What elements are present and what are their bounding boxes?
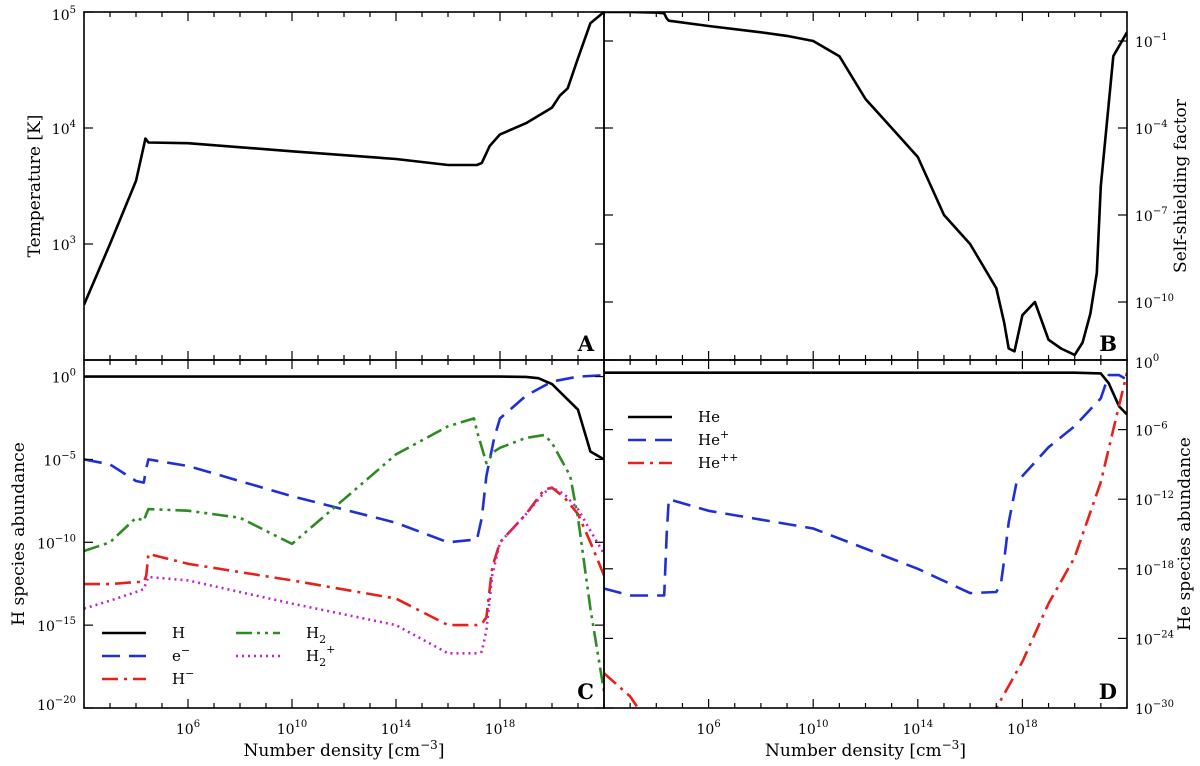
y-tick-label: 10−15: [37, 616, 76, 635]
y-tick-label: 10−12: [1135, 490, 1174, 509]
legend-label: H2+: [306, 643, 335, 669]
y-tick-label: 10−4: [1135, 119, 1168, 138]
y-axis-title: H species abundance: [9, 442, 29, 626]
panel-label: A: [577, 331, 595, 356]
legend-label: e−: [172, 644, 190, 665]
series-line-a: [84, 12, 604, 306]
panel-d: 106 1010 1014 1018 10−30 10−24 10−18 10−12 10−6 1…: [603, 353, 1195, 761]
x-tick-label: 1010: [277, 719, 308, 738]
x-tick-label: 1010: [798, 719, 829, 738]
plot-frame: [603, 11, 1128, 361]
series-line-he-: [604, 372, 1127, 708]
y-tick-label: 10−30: [1135, 699, 1174, 718]
panel-label: D: [1099, 679, 1117, 704]
legend-label: He++: [698, 451, 738, 472]
legend: He He+He++: [628, 408, 738, 472]
plot-frame: [603, 359, 1128, 709]
series-group: [604, 371, 1127, 708]
y-tick-label: 103: [52, 235, 76, 254]
x-tick-label: 1018: [485, 719, 516, 738]
y-tick-label: 100: [52, 368, 76, 387]
panel-label: C: [577, 679, 594, 704]
y-tick-label: 10−10: [1135, 293, 1174, 312]
y-axis-title: Temperature [K]: [25, 115, 45, 258]
y-tick-label: 10−10: [37, 533, 76, 552]
y-tick-label: 10−24: [1135, 629, 1174, 648]
series-line-e-: [84, 374, 604, 544]
series-group: [84, 12, 604, 306]
legend-label: H−: [172, 667, 194, 688]
y-tick-label: 10−20: [37, 695, 76, 714]
y-axis-title: He species abundance: [1175, 437, 1195, 631]
x-tick-label: 106: [696, 719, 720, 738]
series-line-h2-: [84, 486, 604, 655]
x-axis-title: Number density [cm−3]: [244, 738, 445, 761]
series-line-h: [84, 375, 604, 461]
x-tick-label: 1018: [1007, 719, 1038, 738]
series-group: [604, 12, 1127, 357]
legend-label: He+: [698, 428, 729, 449]
plot-frame: [83, 11, 605, 361]
series-line-he-: [604, 373, 1127, 597]
legend-label: H: [172, 624, 185, 642]
series-group: [84, 374, 604, 692]
y-tick-label: 10−5: [43, 450, 76, 469]
series-line-h-: [84, 486, 604, 627]
y-tick-label: 100: [1135, 353, 1159, 372]
legend-label: H2: [306, 624, 326, 646]
panel-a: 103 104 105 Temperature [K] A: [25, 5, 605, 361]
x-tick-label: 106: [176, 719, 200, 738]
series-line-h2: [84, 417, 604, 692]
series-line-b: [604, 12, 1127, 357]
y-tick-label: 10−18: [1135, 560, 1174, 579]
x-axis-title: Number density [cm−3]: [765, 738, 966, 761]
series-line-he: [604, 371, 1127, 416]
x-tick-label: 1014: [381, 719, 412, 738]
y-tick-label: 10−7: [1135, 206, 1168, 225]
y-tick-label: 10−6: [1135, 421, 1168, 440]
x-tick-label: 1014: [903, 719, 934, 738]
y-tick-label: 10−1: [1135, 32, 1168, 51]
y-tick-label: 105: [52, 5, 76, 24]
y-axis-title: Self-shielding factor: [1171, 98, 1191, 273]
legend-label: He: [698, 408, 720, 426]
panel-b: 10−10 10−7 10−4 10−1 Self-shielding factor B: [603, 11, 1191, 361]
panel-c: 106 1010 1014 1018 10−20 10−15 10−10 10−5 100 H s…: [9, 359, 605, 761]
y-tick-label: 104: [52, 119, 76, 138]
plot-frame: [83, 359, 605, 709]
panel-label: B: [1099, 331, 1117, 356]
